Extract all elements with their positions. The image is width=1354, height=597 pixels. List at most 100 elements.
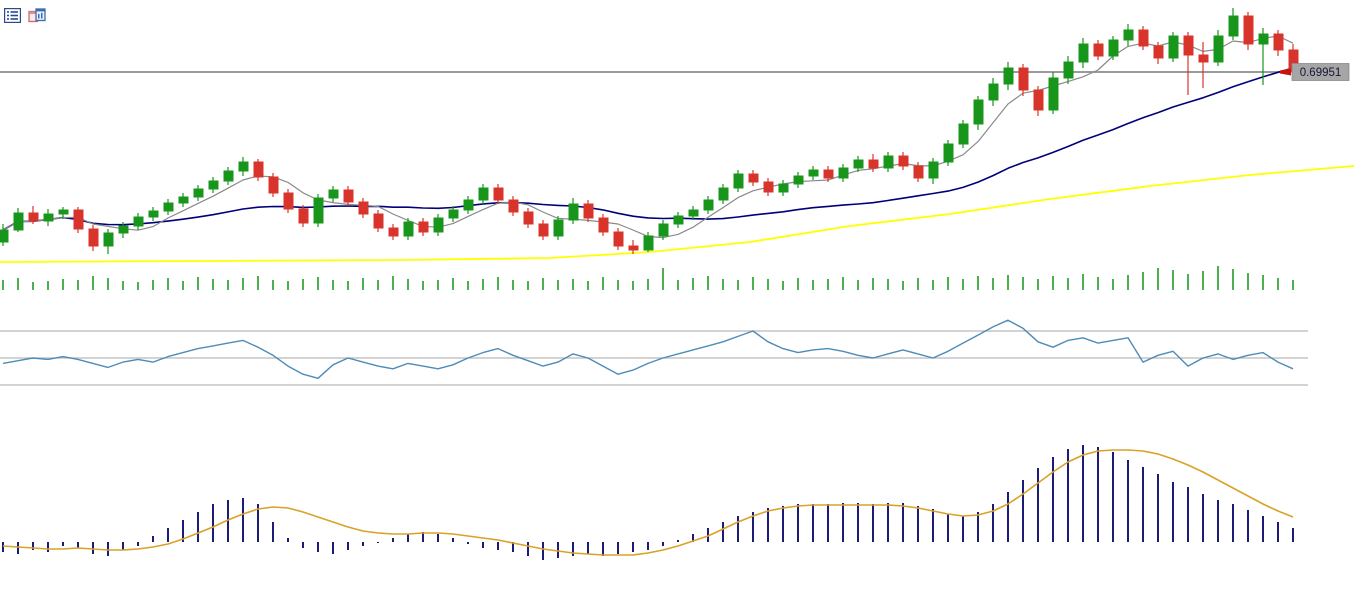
macd-histogram-bar (782, 506, 784, 542)
volume-bar (407, 279, 409, 290)
macd-histogram-bar (977, 512, 979, 542)
macd-histogram-bar (677, 540, 679, 542)
candle-down (358, 201, 369, 215)
candle-up (1063, 61, 1074, 79)
candle-up (703, 199, 714, 211)
macd-histogram-bar (617, 542, 619, 554)
volume-bar (872, 278, 874, 290)
tile-charts-icon[interactable] (28, 8, 46, 23)
candle-up (13, 212, 24, 231)
volume-bar (647, 279, 649, 290)
candle-down (913, 165, 924, 179)
candle-down (373, 213, 384, 229)
candle-down (388, 227, 399, 237)
macd-histogram-bar (647, 542, 649, 550)
volume-bar (392, 276, 394, 290)
candle-up (208, 180, 219, 190)
candle-down (298, 208, 309, 224)
candle-up (988, 83, 999, 101)
candle-up (658, 223, 669, 237)
candle-up (973, 99, 984, 125)
candle-up (238, 161, 249, 172)
volume-bar (857, 280, 859, 290)
candle-up (808, 169, 819, 177)
macd-histogram-bar (122, 542, 124, 550)
candle-up (1123, 29, 1134, 41)
macd-histogram-bar (92, 542, 94, 554)
candle-down (1243, 15, 1254, 45)
macd-histogram-bar (737, 516, 739, 542)
candle-up (838, 167, 849, 179)
macd-histogram-bar (1127, 460, 1129, 542)
volume-bar (422, 281, 424, 290)
volume-bar (782, 281, 784, 290)
volume-bar (62, 279, 64, 290)
macd-histogram-bar (992, 504, 994, 542)
candle-up (403, 221, 414, 237)
macd-histogram-bar (137, 542, 139, 546)
macd-histogram-bar (902, 503, 904, 542)
macd-histogram-bar (287, 538, 289, 542)
candle-down (748, 173, 759, 183)
candle-up (943, 143, 954, 163)
volume-bar (272, 280, 274, 290)
macd-histogram-bar (1202, 494, 1204, 542)
candle-up (163, 202, 174, 212)
volume-bar (527, 281, 529, 290)
volume-bar (287, 281, 289, 290)
volume-bar (497, 277, 499, 290)
macd-histogram-bar (227, 500, 229, 542)
volume-bars (2, 266, 1294, 290)
volume-bar (842, 277, 844, 290)
candle-down (268, 176, 279, 194)
volume-bar (47, 281, 49, 290)
volume-bar (602, 277, 604, 290)
candle-down (598, 217, 609, 233)
candle-up (958, 123, 969, 145)
macd-histogram-bar (107, 542, 109, 556)
volume-bar (707, 276, 709, 290)
macd-indicator (2, 445, 1294, 560)
slow-ma-line (2, 67, 1294, 231)
volume-bar (917, 278, 919, 290)
volume-bar (1187, 274, 1189, 290)
candle-down (898, 155, 909, 167)
candle-up (688, 209, 699, 217)
candle-down (1183, 35, 1194, 56)
macd-histogram-bar (512, 542, 514, 552)
volume-bar (332, 280, 334, 290)
candle-up (568, 203, 579, 221)
macd-histogram-bar (347, 542, 349, 550)
macd-histogram-bar (1082, 445, 1084, 542)
candle-down (523, 211, 534, 225)
candle-up (118, 225, 129, 234)
macd-histogram-bar (572, 542, 574, 556)
volume-bar (722, 279, 724, 290)
candle-up (1048, 77, 1059, 111)
macd-histogram-bar (407, 534, 409, 542)
candle-up (178, 196, 189, 204)
macd-histogram-bar (662, 542, 664, 546)
volume-bar (452, 278, 454, 290)
candle-up (1168, 35, 1179, 59)
candle-up (673, 215, 684, 225)
volume-bar (2, 280, 4, 290)
candle-up (43, 213, 54, 222)
candle-down (1033, 89, 1044, 111)
macd-histogram-bar (887, 503, 889, 542)
macd-histogram-bar (587, 542, 589, 554)
candle-up (1003, 67, 1014, 85)
volume-bar (572, 279, 574, 290)
macd-histogram-bar (272, 522, 274, 542)
candle-down (283, 192, 294, 210)
volume-bar (1247, 273, 1249, 290)
volume-bar (92, 276, 94, 290)
candle-up (928, 161, 939, 179)
volume-bar (107, 278, 109, 290)
volume-bar (1112, 279, 1114, 290)
volume-bar (1217, 266, 1219, 290)
list-view-icon[interactable] (3, 7, 22, 24)
volume-bar (542, 278, 544, 290)
